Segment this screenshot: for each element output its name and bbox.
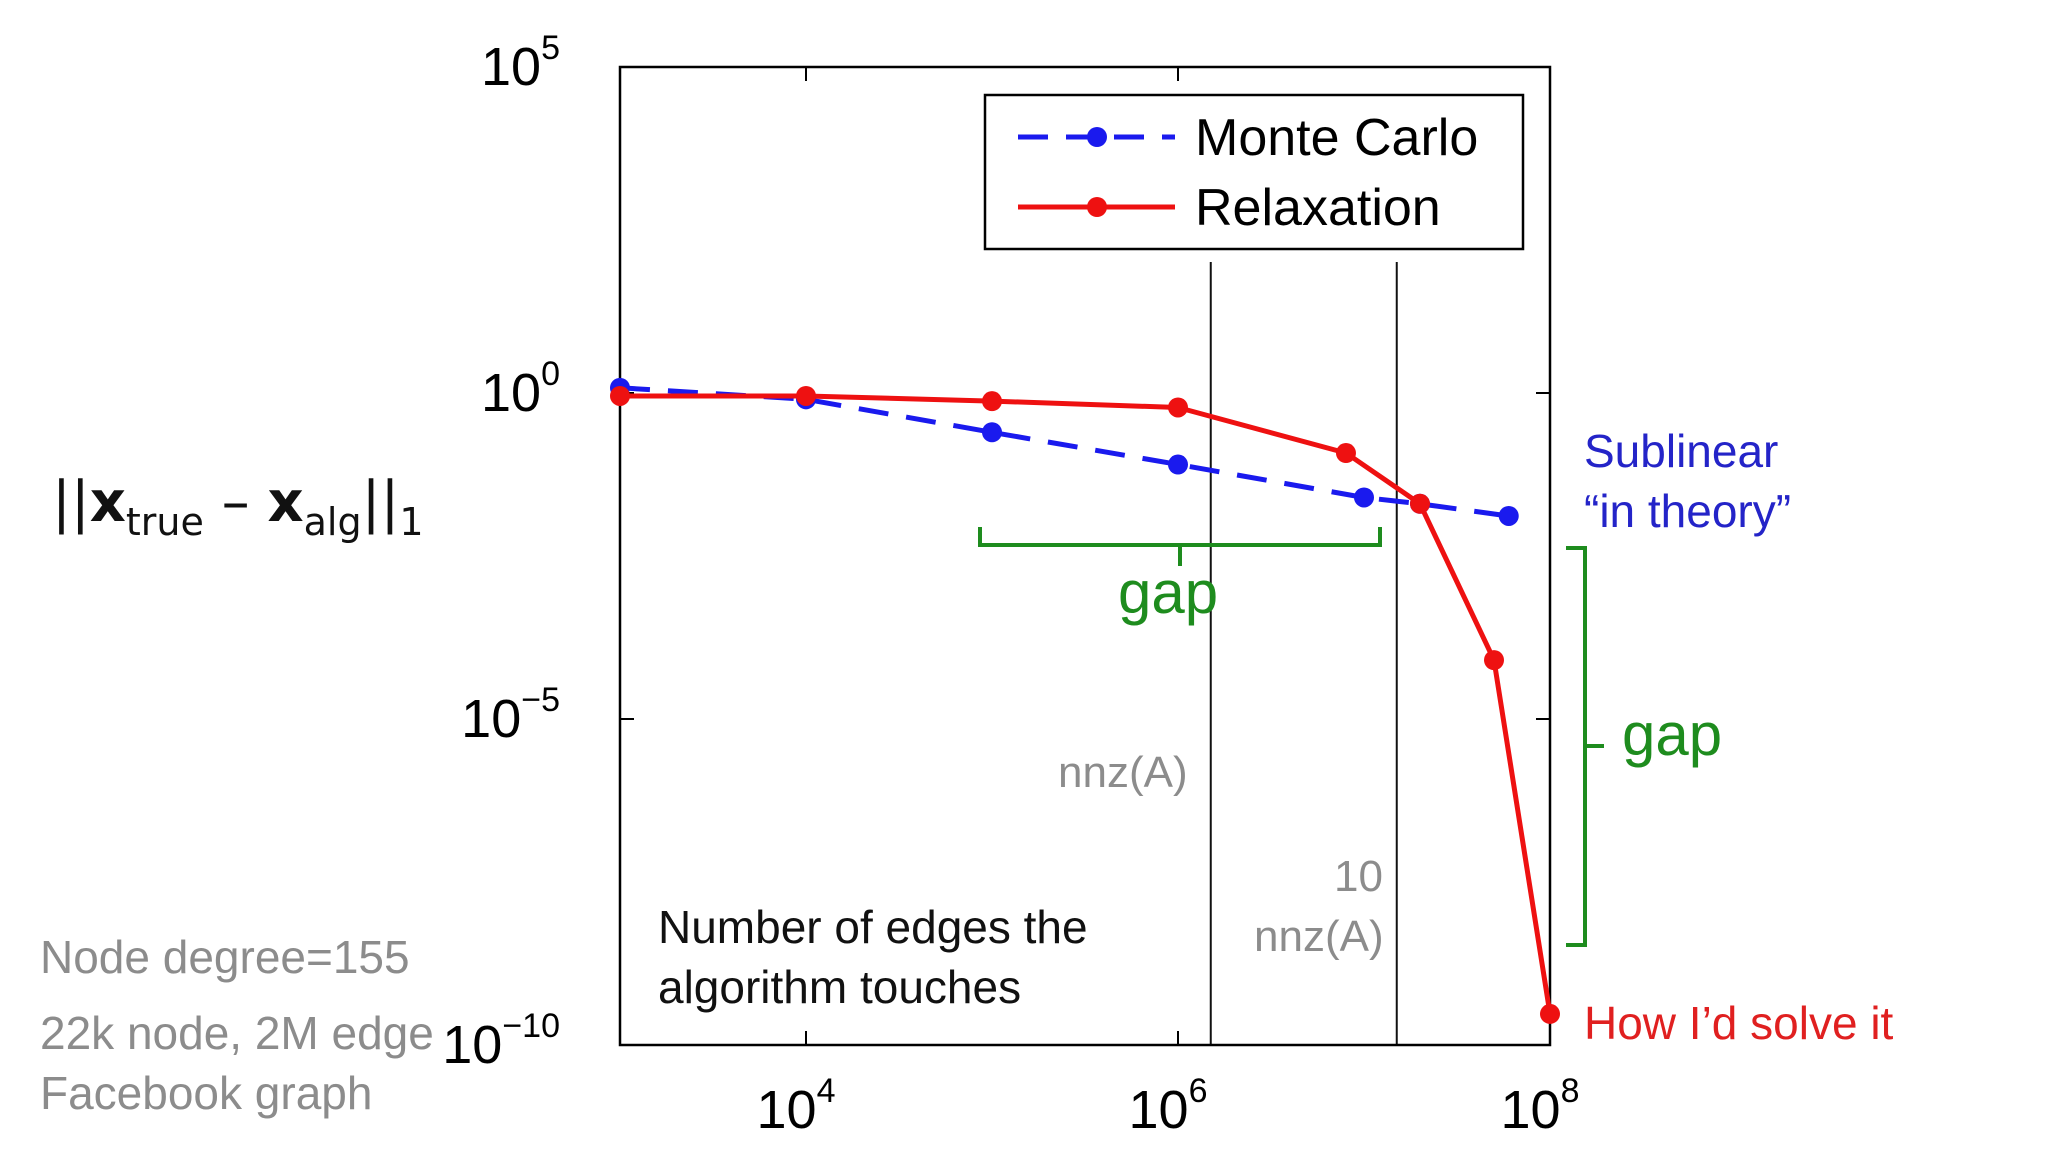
x-true-symbol: x xyxy=(89,470,126,535)
gap-bracket-top xyxy=(978,527,1382,566)
x-tick-label: 104 xyxy=(757,1072,836,1140)
legend-monte-carlo-marker xyxy=(1087,127,1107,147)
series-layer xyxy=(610,377,1560,1024)
legend-relaxation-marker xyxy=(1087,197,1107,217)
relaxation-point xyxy=(1409,493,1430,514)
y-tick-base: 10 xyxy=(481,363,541,423)
y-tick-exponent: −5 xyxy=(521,681,560,719)
y-tick-label: 10−10 xyxy=(442,1007,560,1075)
relaxation-point xyxy=(1540,1003,1560,1024)
y-tick-label: 105 xyxy=(481,29,560,97)
legend-relaxation-label: Relaxation xyxy=(1195,179,1441,237)
x-tick-label: 108 xyxy=(1501,1072,1580,1140)
y-tick-base: 10 xyxy=(481,37,541,97)
norm-bar-left: || xyxy=(52,470,90,535)
true-subscript: true xyxy=(125,500,204,544)
relaxation-point xyxy=(610,385,630,406)
x-tick-exponent: 8 xyxy=(1561,1072,1580,1110)
monte-carlo-point xyxy=(1168,454,1188,475)
relaxation-point xyxy=(1335,443,1356,464)
relaxation-point xyxy=(1484,650,1505,671)
gap-brackets xyxy=(978,527,1604,947)
relaxation-point xyxy=(982,391,1002,412)
plot-frame xyxy=(618,65,1552,1047)
legend-monte-carlo-label: Monte Carlo xyxy=(1195,109,1478,167)
norm-subscript: 1 xyxy=(399,500,424,544)
graph-size-note: 22k node, 2M edge xyxy=(40,1007,434,1059)
ten-nnz-line1: 10 xyxy=(1334,852,1383,901)
y-tick-label: 10−5 xyxy=(461,681,560,749)
y-tick-exponent: −10 xyxy=(502,1007,560,1045)
node-degree-note: Node degree=155 xyxy=(40,931,410,983)
monte-carlo-point xyxy=(1498,505,1519,526)
gap-label-right: gap xyxy=(1622,701,1723,768)
y-tick-exponent: 5 xyxy=(541,29,560,67)
relaxation-line xyxy=(620,393,1553,1015)
norm-bar-right: || xyxy=(361,470,400,535)
minus-sign: – xyxy=(221,470,250,535)
x-tick-exponent: 6 xyxy=(1189,1072,1208,1110)
sublinear-line2: “in theory” xyxy=(1584,485,1792,537)
y-axis-label: ||xtrue – xalg||1 xyxy=(52,470,424,544)
y-tick-exponent: 0 xyxy=(541,355,560,393)
legend: Monte Carlo Relaxation xyxy=(983,93,1525,251)
x-alg-symbol: x xyxy=(267,470,304,535)
alg-subscript: alg xyxy=(303,500,362,544)
x-description-line2: algorithm touches xyxy=(658,961,1022,1013)
gap-label-top: gap xyxy=(1118,559,1219,626)
y-tick-label: 100 xyxy=(481,355,560,423)
monte-carlo-point xyxy=(1354,487,1374,508)
x-tick-exponent: 4 xyxy=(817,1072,836,1110)
nnz-label: nnz(A) xyxy=(1058,748,1188,797)
y-tick-base: 10 xyxy=(442,1015,502,1075)
x-tick-label: 106 xyxy=(1129,1072,1208,1140)
x-tick-base: 10 xyxy=(1129,1080,1189,1140)
monte-carlo-point xyxy=(982,422,1002,443)
reference-lines xyxy=(1209,262,1398,1045)
graph-name-note: Facebook graph xyxy=(40,1067,373,1119)
sublinear-line1: Sublinear xyxy=(1584,425,1779,477)
relaxation-point xyxy=(1168,397,1188,418)
relaxation-point xyxy=(796,385,816,406)
x-description-line1: Number of edges the xyxy=(658,901,1088,953)
legend-box xyxy=(983,93,1525,251)
x-tick-base: 10 xyxy=(757,1080,817,1140)
monte-carlo-line xyxy=(619,385,1510,519)
ten-nnz-line2: nnz(A) xyxy=(1254,912,1384,961)
how-id-solve-label: How I’d solve it xyxy=(1584,997,1894,1049)
x-tick-base: 10 xyxy=(1501,1080,1561,1140)
gap-bracket-right xyxy=(1566,546,1604,947)
y-tick-base: 10 xyxy=(461,689,521,749)
